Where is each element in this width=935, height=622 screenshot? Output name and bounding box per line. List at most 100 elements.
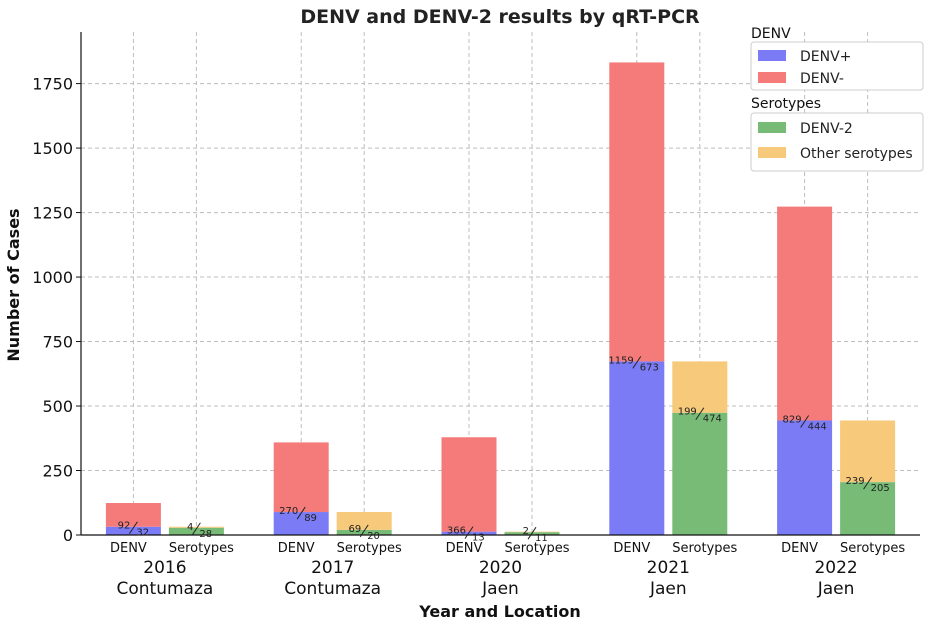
x-axis-title: Year and Location bbox=[418, 602, 580, 621]
annotation-denv-bottom-value: 13 bbox=[472, 533, 485, 544]
x-group-year: 2022 bbox=[814, 558, 857, 578]
annotation-serotypes-top-value: 2 bbox=[523, 526, 529, 537]
bar-denv-negative bbox=[105, 503, 161, 527]
annotation-denv-slash bbox=[800, 415, 810, 428]
bar-annotations: 92 32 4 28 270 89 69 20 366 13 2 11 1159 673 199 474 829… bbox=[118, 355, 890, 544]
annotation-serotypes-bottom-value: 474 bbox=[703, 414, 722, 425]
annotation-serotypes-slash bbox=[191, 522, 201, 536]
annotation-denv-top-value: 829 bbox=[783, 414, 802, 425]
legend-label: DENV-2 bbox=[800, 121, 853, 137]
y-tick-label: 0 bbox=[63, 526, 73, 545]
y-tick-label: 500 bbox=[42, 397, 73, 416]
x-group-location: Jaen bbox=[817, 579, 855, 599]
x-group-year: 2020 bbox=[479, 558, 522, 578]
annotation-serotypes-bottom-value: 11 bbox=[535, 533, 548, 544]
bar-other-serotypes bbox=[504, 531, 560, 533]
annotation-denv-top-value: 1159 bbox=[608, 355, 633, 366]
annotation-serotypes: 69 20 bbox=[348, 524, 379, 542]
legend-swatch bbox=[758, 72, 786, 83]
x-group-year: 2021 bbox=[647, 558, 690, 578]
x-group-location: Jaen bbox=[481, 579, 519, 599]
x-sub-label-denv: DENV bbox=[278, 541, 315, 556]
legend-label: DENV+ bbox=[800, 49, 851, 65]
bar-denv-positive bbox=[105, 526, 161, 535]
x-sub-label-denv: DENV bbox=[613, 541, 650, 556]
x-group-location: Contumaza bbox=[116, 579, 213, 599]
bar-denv-negative bbox=[273, 442, 329, 513]
annotation-serotypes-top-value: 69 bbox=[348, 524, 361, 535]
x-sub-label-serotypes: Serotypes bbox=[169, 541, 234, 556]
x-sub-label-serotypes: Serotypes bbox=[672, 541, 737, 556]
legend-box-serotypes bbox=[750, 112, 924, 172]
y-tick-label: 1000 bbox=[32, 268, 73, 287]
annotation-denv: 366 13 bbox=[447, 526, 485, 544]
annotation-serotypes-top-value: 239 bbox=[846, 476, 865, 487]
chart-title: DENV and DENV-2 results by qRT-PCR bbox=[300, 6, 700, 28]
annotation-denv-slash bbox=[464, 526, 474, 539]
annotation-denv: 1159 673 bbox=[608, 355, 659, 373]
annotation-denv: 92 32 bbox=[118, 521, 149, 539]
annotation-serotypes: 2 11 bbox=[523, 526, 548, 544]
annotation-serotypes-bottom-value: 205 bbox=[871, 483, 890, 494]
bar-denv2 bbox=[672, 412, 728, 535]
annotation-denv-slash bbox=[632, 356, 642, 369]
bar-other-serotypes bbox=[336, 512, 392, 530]
bar-other-serotypes bbox=[168, 526, 224, 528]
annotation-serotypes-slash bbox=[359, 524, 369, 538]
annotation-serotypes-top-value: 4 bbox=[187, 522, 193, 533]
annotation-denv-bottom-value: 32 bbox=[136, 528, 149, 539]
legend-box-denv bbox=[750, 41, 924, 91]
annotation-denv-bottom-value: 89 bbox=[304, 513, 317, 524]
annotation-serotypes-slash bbox=[863, 476, 873, 490]
y-tick-label: 1750 bbox=[32, 75, 73, 94]
annotation-denv: 829 444 bbox=[783, 414, 827, 432]
annotation-serotypes-bottom-value: 28 bbox=[199, 529, 212, 540]
annotation-serotypes-slash bbox=[527, 526, 537, 540]
x-group-year: 2016 bbox=[143, 558, 186, 578]
legend-title-serotypes: Serotypes bbox=[751, 96, 821, 112]
bar-denv-positive bbox=[777, 420, 833, 535]
legend: DENV DENV+ DENV- Serotypes DENV-2 Other serot… bbox=[750, 26, 924, 172]
legend-label: Other serotypes bbox=[800, 146, 913, 162]
y-ticks: 0 250 500 750 1000 1250 1500 1750 bbox=[32, 75, 81, 545]
annotation-serotypes: 199 474 bbox=[678, 407, 722, 425]
bar-denv-negative bbox=[609, 62, 665, 362]
y-tick-label: 750 bbox=[42, 333, 73, 352]
bar-other-serotypes bbox=[840, 420, 896, 483]
bar-denv-positive bbox=[609, 361, 665, 535]
x-sub-label-serotypes: Serotypes bbox=[840, 541, 905, 556]
legend-swatch bbox=[758, 147, 786, 158]
annotation-serotypes: 239 205 bbox=[846, 476, 890, 494]
annotation-denv: 270 89 bbox=[279, 506, 317, 524]
annotation-serotypes-top-value: 199 bbox=[678, 407, 697, 418]
legend-swatch bbox=[758, 122, 786, 133]
annotation-denv-top-value: 366 bbox=[447, 526, 466, 537]
x-group-location: Jaen bbox=[649, 579, 687, 599]
legend-title-denv: DENV bbox=[751, 26, 791, 42]
annotation-denv-top-value: 270 bbox=[279, 506, 298, 517]
axes bbox=[80, 32, 920, 536]
y-tick-label: 250 bbox=[42, 462, 73, 481]
y-tick-label: 1250 bbox=[32, 204, 73, 223]
annotation-serotypes-slash bbox=[695, 407, 705, 421]
x-sub-label-denv: DENV bbox=[781, 541, 818, 556]
bars bbox=[105, 62, 896, 535]
annotation-denv-slash bbox=[128, 521, 138, 535]
bar-denv-negative bbox=[441, 437, 497, 532]
y-tick-label: 1500 bbox=[32, 139, 73, 158]
x-sub-label-denv: DENV bbox=[446, 541, 483, 556]
bar-denv2 bbox=[168, 527, 224, 535]
bar-other-serotypes bbox=[672, 361, 728, 413]
annotation-denv-slash bbox=[296, 506, 306, 520]
x-sub-label-serotypes: Serotypes bbox=[504, 541, 569, 556]
annotation-denv-bottom-value: 673 bbox=[640, 362, 659, 373]
annotation-denv-top-value: 92 bbox=[118, 521, 131, 532]
x-sub-label-serotypes: Serotypes bbox=[337, 541, 402, 556]
annotation-serotypes-bottom-value: 20 bbox=[367, 531, 380, 542]
annotation-serotypes: 4 28 bbox=[187, 522, 212, 540]
legend-swatch bbox=[758, 50, 786, 61]
bar-denv-negative bbox=[777, 206, 833, 421]
bar-denv2 bbox=[336, 529, 392, 535]
annotation-denv-bottom-value: 444 bbox=[808, 421, 827, 432]
